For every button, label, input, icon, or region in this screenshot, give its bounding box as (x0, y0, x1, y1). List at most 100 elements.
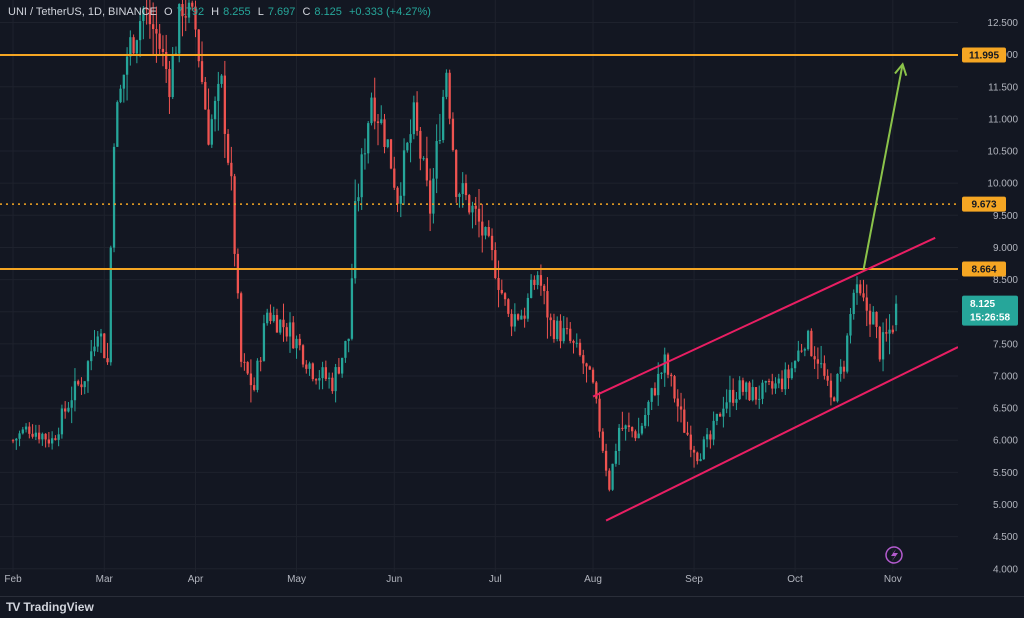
candle-body (125, 56, 129, 75)
candle-body (582, 355, 585, 364)
candle-body (588, 366, 591, 370)
candle-body (96, 336, 99, 347)
candle-body (464, 183, 468, 196)
tradingview-brand[interactable]: TV TradingView (6, 600, 94, 614)
candle-body (510, 313, 513, 327)
candle-body (718, 413, 722, 417)
candle-body (767, 380, 771, 382)
candle-body (673, 376, 676, 399)
candle-body (578, 342, 582, 356)
candle-body (239, 293, 243, 362)
flash-icon[interactable] (885, 546, 903, 564)
candle-body (425, 158, 429, 181)
candle-body (145, 8, 148, 10)
candle-body (259, 360, 262, 362)
low-label: L (257, 6, 264, 18)
candle-body (86, 361, 90, 382)
candle-body (148, 9, 152, 25)
candle-body (875, 311, 878, 327)
level-badge (962, 261, 1006, 277)
candle-body (813, 356, 816, 360)
candle-body (285, 327, 288, 337)
price-tick-label: 9.000 (993, 243, 1018, 254)
candle-body (855, 284, 859, 293)
candle-body (77, 381, 80, 385)
candle-body (60, 408, 64, 435)
candle-body (376, 121, 380, 123)
price-chart[interactable]: 4.000 4.500 5.000 5.500 6.000 6.500 7.000 7.500… (0, 0, 1024, 596)
candle-body (591, 369, 595, 383)
candle-body (324, 367, 327, 379)
candle-body (318, 378, 321, 381)
candle-body (295, 338, 298, 349)
time-tick-label: Nov (884, 574, 902, 585)
candle-body (438, 140, 442, 142)
candle-body (709, 434, 712, 440)
candle-body (666, 354, 670, 375)
last-price-label: 8.125 (970, 299, 995, 310)
candle-body (842, 366, 846, 372)
candle-body (725, 402, 728, 409)
price-axis[interactable]: 4.000 4.500 5.000 5.500 6.000 6.500 7.000 7.500… (958, 0, 1024, 596)
price-tick-label: 10.000 (987, 179, 1018, 190)
candle-body (15, 438, 18, 441)
candle-body (790, 368, 793, 379)
candle-body (331, 377, 334, 392)
price-tick-label: 5.000 (993, 500, 1018, 511)
grid-lines (0, 0, 958, 572)
candle-body (536, 275, 539, 285)
candle-body (279, 319, 282, 333)
projection-arrow-head (894, 62, 908, 76)
change-value: +0.333 (+4.27%) (348, 6, 431, 18)
candle-body (481, 221, 484, 236)
price-tick-label: 5.500 (993, 468, 1018, 479)
channel-line (592, 236, 936, 398)
price-tick-label: 4.000 (993, 564, 1018, 575)
candle-body (816, 359, 820, 364)
candle-body (70, 400, 73, 408)
candle-body (406, 142, 409, 151)
candle-body (728, 389, 732, 403)
open-value: 7.792 (176, 6, 205, 18)
candle-body (301, 345, 305, 365)
candle-body (637, 433, 640, 439)
candle-body (367, 123, 370, 154)
candle-body (621, 427, 624, 429)
candle-body (803, 349, 806, 351)
last-price-badge (962, 295, 1018, 326)
candle-body (57, 434, 60, 440)
candle-body (878, 326, 881, 360)
price-tick-label: 11.500 (988, 82, 1018, 93)
candle-body (689, 434, 692, 450)
candle-body (676, 398, 679, 407)
candle-body (474, 205, 477, 209)
candle-body (389, 139, 393, 169)
candle-body (826, 375, 829, 381)
candle-body (298, 338, 301, 346)
time-axis[interactable]: Feb Mar Apr May Jun Jul Aug Sep Oct Nov (0, 572, 958, 596)
candle-body (585, 363, 588, 367)
candle-body (487, 227, 490, 236)
candle-body (852, 292, 855, 315)
candle-body (73, 381, 77, 401)
candle-body (409, 134, 412, 143)
candle-body (327, 377, 331, 379)
candle-body (442, 96, 445, 141)
footer-bar: TV TradingView (0, 596, 1024, 618)
high-label: H (211, 6, 220, 18)
candle-body (634, 431, 637, 439)
candle-body (526, 297, 530, 319)
candle-body (872, 311, 875, 325)
candle-body (28, 426, 31, 434)
candle-body (370, 97, 373, 124)
candle-body (543, 285, 546, 292)
symbol-name[interactable]: UNI / TetherUS, 1D, BINANCE (8, 6, 157, 18)
candle-body (820, 363, 823, 365)
candle-body (412, 102, 415, 135)
candle-body (50, 438, 54, 444)
candle-body (859, 284, 862, 294)
candle-body (129, 37, 132, 57)
candle-body (253, 385, 256, 390)
candle-body (152, 24, 155, 30)
candle-body (448, 72, 451, 119)
